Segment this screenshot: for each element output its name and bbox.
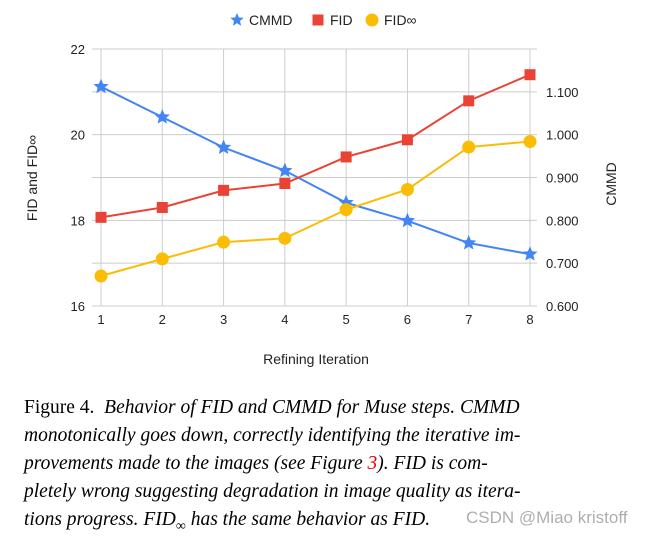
line-chart: 16 18 20 22 0.600 0.700 0.800 0.900 1.000 1.100 1 2…	[24, 12, 619, 367]
legend: CMMD FID FID∞	[230, 12, 417, 28]
tick-labels: 16 18 20 22 0.600 0.700 0.800 0.900 1.000 1.100 1 2…	[71, 42, 579, 327]
legend-label: CMMD	[249, 12, 293, 28]
legend-marker-FID	[312, 14, 324, 26]
data-point-CMMD	[399, 212, 415, 228]
caption-text: pletely wrong suggesting degradation in …	[24, 481, 521, 502]
data-point-FID∞	[217, 235, 231, 249]
data-point-CMMD	[154, 109, 170, 124]
data-point-FID	[156, 201, 168, 213]
legend-marker-FID∞	[365, 13, 379, 27]
data-point-CMMD	[461, 235, 477, 250]
data-point-CMMD	[216, 139, 232, 154]
data-point-FID	[401, 134, 413, 146]
series-lines	[100, 73, 531, 277]
caption-text: tions progress. FID	[24, 509, 176, 530]
caption-subscript: ∞	[175, 518, 186, 534]
caption-label: Figure 4.	[24, 397, 95, 418]
left-axis-title: FID and FID∞	[24, 135, 40, 221]
grid	[92, 48, 537, 307]
x-axis-title: Refining Iteration	[263, 351, 369, 367]
left-tick-label: 22	[71, 42, 85, 57]
data-point-FID∞	[400, 182, 414, 196]
x-tick-label: 8	[526, 312, 533, 327]
series-line-FID	[100, 73, 531, 219]
left-tick-label: 18	[71, 213, 85, 228]
x-tick-label: 2	[159, 312, 166, 327]
data-point-CMMD	[277, 162, 293, 178]
caption-text: ). FID is com-	[377, 453, 488, 474]
right-tick-label: 0.600	[546, 299, 579, 314]
data-point-FID	[218, 184, 230, 196]
right-tick-label: 1.100	[546, 85, 579, 100]
data-point-CMMD	[93, 78, 109, 94]
data-point-FID	[279, 177, 291, 189]
data-point-FID∞	[339, 203, 353, 217]
caption-text: provements made to the images (see Figur…	[24, 453, 368, 474]
data-point-FID	[340, 151, 352, 163]
right-tick-label: 0.800	[546, 213, 579, 228]
data-point-FID∞	[462, 140, 476, 154]
caption-line-1: Figure 4. Behavior of FID and CMMD for M…	[24, 394, 638, 422]
x-tick-label: 5	[343, 312, 350, 327]
series-line-FID∞	[100, 140, 531, 277]
x-tick-label: 6	[404, 312, 411, 327]
caption-line-2: monotonically goes down, correctly ident…	[24, 422, 638, 450]
x-tick-label: 4	[281, 312, 288, 327]
left-tick-label: 20	[71, 128, 85, 143]
legend-label: FID∞	[384, 12, 417, 28]
figure-reference-link[interactable]: 3	[367, 453, 378, 474]
watermark: CSDN @Miao kristoff	[466, 508, 628, 527]
right-axis-title: CMMD	[603, 162, 619, 206]
data-point-FID∞	[155, 252, 169, 266]
right-tick-label: 0.700	[546, 256, 579, 271]
data-point-FID∞	[94, 269, 108, 283]
series-line-CMMD	[100, 85, 531, 256]
data-point-FID	[95, 211, 107, 223]
legend-label: FID	[330, 12, 353, 28]
caption-line-4: pletely wrong suggesting degradation in …	[24, 478, 638, 506]
caption-text: monotonically goes down, correctly ident…	[24, 425, 521, 446]
data-point-FID	[463, 95, 475, 107]
series-markers	[93, 69, 538, 283]
data-point-FID	[524, 69, 536, 81]
caption-line-3: provements made to the images (see Figur…	[24, 450, 638, 478]
right-tick-label: 1.000	[546, 128, 579, 143]
right-tick-label: 0.900	[546, 171, 579, 186]
data-point-CMMD	[522, 246, 538, 261]
caption-text: has the same behavior as FID.	[185, 509, 431, 530]
legend-marker-CMMD	[230, 13, 244, 26]
x-tick-label: 7	[465, 312, 472, 327]
left-tick-label: 16	[71, 299, 85, 314]
data-point-FID∞	[523, 135, 537, 149]
x-tick-label: 3	[220, 312, 227, 327]
caption-line-5: tions progress. FID∞ has the same behavi…	[24, 506, 638, 541]
x-tick-label: 1	[97, 312, 104, 327]
data-point-FID∞	[278, 231, 292, 245]
caption-text: Behavior of FID and CMMD for Muse steps.…	[104, 397, 520, 418]
